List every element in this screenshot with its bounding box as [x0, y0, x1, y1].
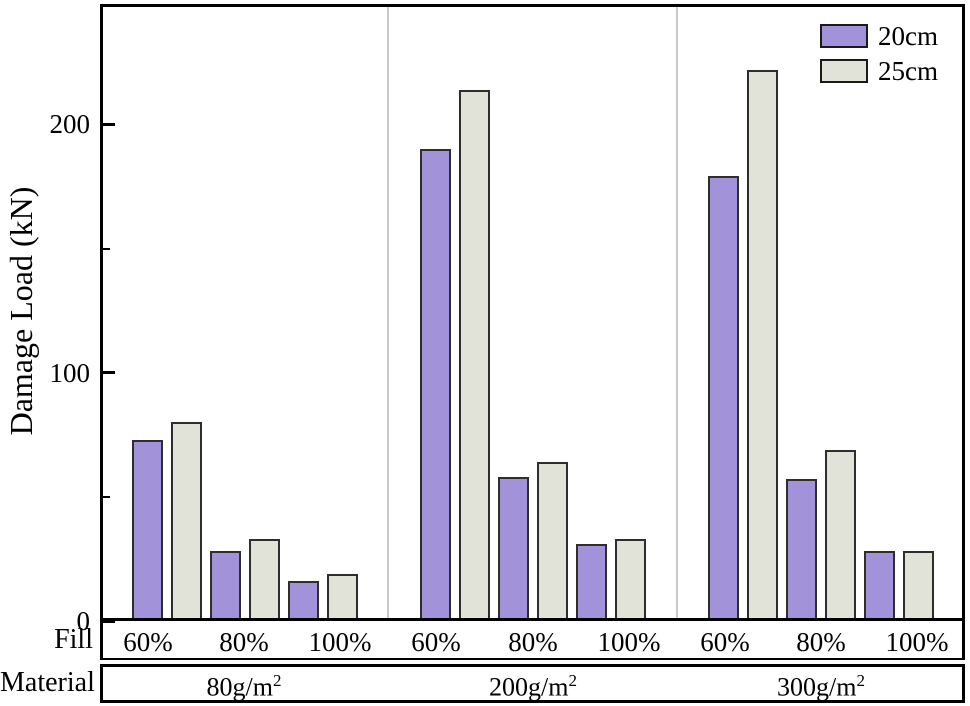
- material-label-text: 300g/m: [777, 672, 857, 702]
- legend-label: 20cm: [878, 21, 938, 51]
- bar-25cm: [825, 450, 856, 621]
- legend-swatch-20cm: [820, 24, 868, 48]
- fill-tick-label: 100%: [885, 627, 949, 657]
- material-label: 200g/m2: [433, 671, 633, 703]
- bar-25cm: [171, 422, 202, 621]
- bar-20cm: [132, 440, 163, 621]
- fill-tick-label: 60%: [700, 627, 750, 657]
- fill-tick-label: 60%: [411, 627, 461, 657]
- fill-tick-label: 100%: [308, 627, 372, 657]
- y-tick-label: 0: [76, 606, 91, 636]
- y-tick-label: 100: [49, 358, 91, 388]
- bar-20cm: [708, 176, 739, 621]
- y-major-tick: [103, 620, 115, 623]
- bar-20cm: [576, 544, 607, 621]
- material-axis-row: [100, 664, 965, 703]
- panel-separator: [387, 7, 390, 618]
- legend-label: 25cm: [878, 56, 938, 86]
- bar-25cm: [747, 70, 778, 621]
- y-minor-tick: [103, 496, 110, 498]
- y-major-tick: [103, 371, 115, 374]
- material-label: 80g/m2: [144, 671, 344, 703]
- material-label-superscript: 2: [856, 671, 865, 690]
- y-axis-title: Damage Load (kN): [3, 186, 39, 436]
- bar-25cm: [459, 90, 490, 621]
- fill-tick-label: 60%: [123, 627, 173, 657]
- panel-separator: [675, 7, 678, 618]
- bar-20cm: [420, 149, 451, 621]
- legend-item-20cm: 20cm: [820, 22, 938, 50]
- y-tick-label: 200: [49, 109, 91, 139]
- bar-25cm: [903, 551, 934, 621]
- bar-25cm: [327, 574, 358, 621]
- y-minor-tick: [103, 248, 110, 250]
- bar-25cm: [537, 462, 568, 621]
- legend: 20cm 25cm: [820, 22, 938, 92]
- fill-row-header: Fill: [54, 624, 93, 655]
- legend-swatch-25cm: [820, 59, 868, 83]
- bar-20cm: [864, 551, 895, 621]
- bar-20cm: [210, 551, 241, 621]
- legend-item-25cm: 25cm: [820, 57, 938, 85]
- bar-20cm: [498, 477, 529, 621]
- material-label-superscript: 2: [272, 671, 282, 690]
- material-label-superscript: 2: [568, 671, 577, 690]
- fill-tick-label: 80%: [796, 627, 846, 657]
- bar-25cm: [615, 539, 646, 621]
- material-label-text: 80g/m: [206, 672, 273, 702]
- bar-20cm: [288, 581, 319, 621]
- fill-tick-label: 80%: [508, 627, 558, 657]
- material-label-text: 200g/m: [489, 672, 569, 702]
- fill-tick-label: 100%: [597, 627, 661, 657]
- material-row-header: Material: [0, 667, 95, 698]
- fill-axis-row: [100, 621, 965, 660]
- y-major-tick: [103, 123, 115, 126]
- material-label: 300g/m2: [721, 671, 921, 703]
- fill-tick-label: 80%: [219, 627, 269, 657]
- bar-20cm: [786, 479, 817, 621]
- bar-25cm: [249, 539, 280, 621]
